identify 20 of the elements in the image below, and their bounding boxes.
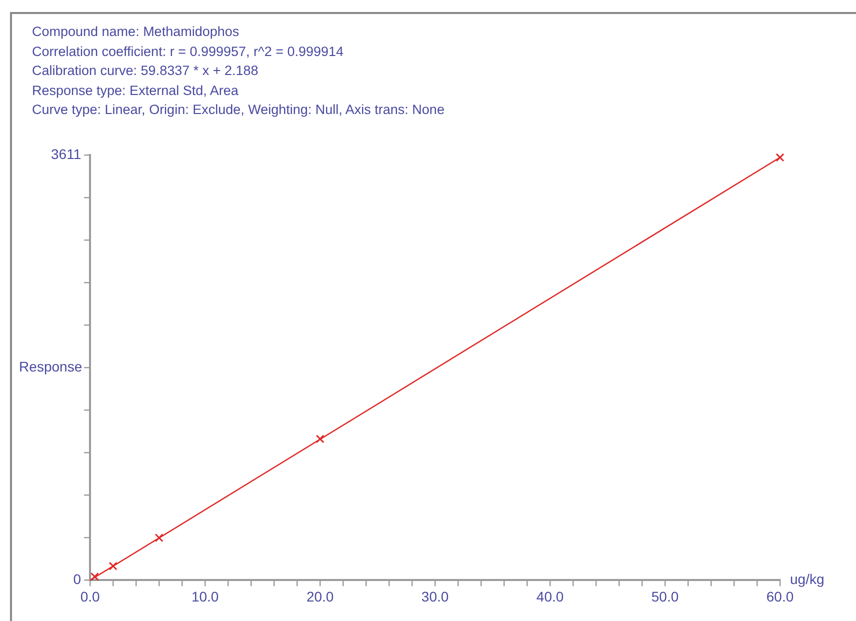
point <box>776 153 784 162</box>
x-tick-label: 40.0 <box>536 588 564 604</box>
point <box>316 434 324 444</box>
x-tick-label: 20.0 <box>306 588 334 604</box>
point <box>154 534 164 542</box>
y-axis-title: Response <box>19 358 82 374</box>
x-tick-label: 30.0 <box>421 588 449 604</box>
x-tick-label: 60.0 <box>766 588 794 604</box>
x-axis-title: ug/kg <box>790 571 824 588</box>
y-tick-label: 0 <box>73 571 82 588</box>
y-tick-label: 3611 <box>50 146 82 162</box>
x-tick-label: 50.0 <box>651 588 679 604</box>
text: Curve type: Linear, Origin: Exclude, Weighting: Null, Axis trans: None <box>32 101 444 119</box>
x-tick-label: 0.0 <box>80 588 100 604</box>
text: Response type: External Std, Area <box>32 82 240 100</box>
text: Calibration curve: 59.8337 * x + 2.188 <box>32 62 260 80</box>
point <box>108 562 118 570</box>
text: Correlation coefficient: r = 0.999957, r^2 = 0.999914 <box>32 42 345 60</box>
x-tick-label: 10.0 <box>191 588 219 604</box>
text: Compound name: Methamidophos <box>32 23 240 41</box>
